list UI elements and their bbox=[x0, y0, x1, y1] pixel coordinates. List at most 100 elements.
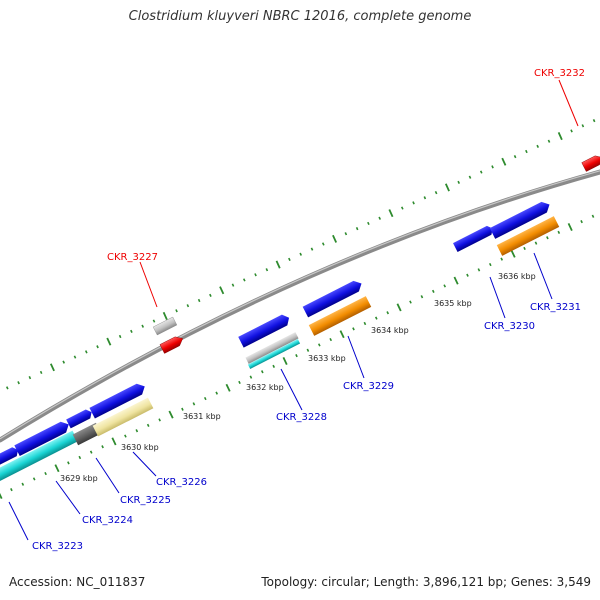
gene-label[interactable]: CKR_3227 bbox=[107, 252, 158, 263]
minor-tick bbox=[468, 175, 472, 179]
gene-label[interactable]: CKR_3230 bbox=[484, 321, 535, 332]
gene-arrow-blue[interactable] bbox=[302, 278, 365, 318]
minor-tick bbox=[192, 402, 196, 406]
minor-tick bbox=[78, 455, 82, 460]
gene-feature-gray[interactable] bbox=[245, 332, 299, 364]
minor-tick bbox=[352, 327, 355, 331]
scale-tick-row bbox=[0, 214, 595, 499]
minor-tick bbox=[209, 293, 212, 297]
minor-tick bbox=[62, 360, 66, 364]
minor-tick bbox=[488, 262, 492, 267]
minor-tick bbox=[523, 246, 526, 251]
minor-tick bbox=[363, 321, 367, 326]
gene-arrow-blue[interactable] bbox=[453, 224, 495, 252]
minor-tick bbox=[479, 170, 483, 174]
gene-arrow-blue[interactable] bbox=[238, 312, 292, 348]
gene-label[interactable]: CKR_3228 bbox=[276, 412, 327, 423]
major-tick bbox=[453, 276, 459, 285]
major-tick bbox=[219, 286, 225, 295]
accession-text: Accession: NC_011837 bbox=[9, 575, 146, 589]
kbp-label: 3634 kbp bbox=[371, 326, 409, 335]
gene-arrow-blue[interactable] bbox=[489, 199, 552, 239]
gene-arrow-blue[interactable] bbox=[66, 408, 94, 429]
gene-feature-gray[interactable] bbox=[152, 316, 178, 336]
major-tick bbox=[162, 311, 168, 320]
minor-tick bbox=[288, 257, 291, 262]
gene-feature-cyan[interactable] bbox=[247, 339, 301, 369]
major-tick bbox=[106, 337, 112, 346]
genome-backbone-highlight bbox=[0, 170, 600, 440]
minor-tick bbox=[175, 309, 178, 313]
minor-tick bbox=[546, 236, 549, 240]
gene-arrow-ckr-3232[interactable] bbox=[581, 153, 600, 172]
minor-tick bbox=[84, 350, 88, 354]
minor-tick bbox=[67, 461, 70, 465]
gene-arrow-ckr-3227[interactable] bbox=[159, 334, 185, 354]
gene-feature-orange[interactable] bbox=[308, 296, 372, 336]
gene-arrow-blue[interactable] bbox=[89, 381, 147, 419]
minor-tick bbox=[17, 381, 20, 385]
minor-tick bbox=[272, 364, 276, 368]
gene-label[interactable]: CKR_3231 bbox=[530, 302, 581, 313]
minor-tick bbox=[124, 434, 127, 438]
gene-label[interactable]: CKR_3225 bbox=[120, 495, 171, 506]
gene-label[interactable]: CKR_3232 bbox=[534, 68, 585, 79]
minor-tick bbox=[197, 298, 201, 303]
minor-tick bbox=[513, 155, 517, 159]
kbp-label: 3629 kbp bbox=[60, 474, 98, 483]
minor-tick bbox=[378, 216, 382, 220]
major-tick bbox=[0, 492, 3, 499]
gene-feature-orange[interactable] bbox=[496, 216, 560, 256]
major-tick bbox=[225, 383, 231, 392]
major-tick bbox=[501, 157, 507, 166]
minor-tick bbox=[135, 429, 139, 433]
minor-tick bbox=[443, 284, 447, 288]
major-tick bbox=[54, 464, 60, 473]
gene-arrow-blue[interactable] bbox=[14, 419, 71, 457]
major-tick bbox=[444, 183, 450, 192]
minor-tick bbox=[317, 343, 321, 347]
minor-tick bbox=[28, 375, 32, 380]
gene-label[interactable]: CKR_3229 bbox=[343, 381, 394, 392]
minor-tick bbox=[409, 300, 412, 304]
gene-arrow-blue[interactable] bbox=[0, 445, 20, 473]
genome-summary-text: Topology: circular; Length: 3,896,121 bp… bbox=[261, 575, 591, 589]
minor-tick bbox=[547, 139, 551, 143]
kbp-label: 3635 kbp bbox=[434, 299, 472, 308]
minor-tick bbox=[186, 304, 190, 308]
minor-tick bbox=[238, 380, 241, 385]
gene-feature-khaki[interactable] bbox=[92, 397, 154, 437]
minor-tick bbox=[141, 324, 145, 328]
major-tick bbox=[396, 303, 402, 312]
genome-backbone bbox=[0, 169, 600, 443]
major-tick bbox=[388, 209, 394, 218]
minor-tick bbox=[536, 144, 540, 148]
minor-tick bbox=[21, 482, 25, 486]
minor-tick bbox=[231, 283, 235, 287]
major-tick bbox=[275, 260, 281, 269]
minor-tick bbox=[130, 329, 133, 333]
minor-tick bbox=[570, 129, 573, 133]
minor-tick bbox=[592, 119, 596, 123]
major-tick bbox=[567, 223, 573, 231]
minor-tick bbox=[254, 273, 257, 277]
minor-tick bbox=[44, 471, 47, 476]
major-tick bbox=[111, 437, 117, 446]
gene-label[interactable]: CKR_3224 bbox=[82, 515, 133, 526]
minor-tick bbox=[434, 190, 438, 195]
gene-label[interactable]: CKR_3226 bbox=[156, 477, 207, 488]
minor-tick bbox=[457, 180, 461, 184]
major-tick bbox=[168, 410, 174, 419]
scale-labels: 3629 kbp 3630 kbp 3631 kbp 3632 kbp 3633… bbox=[60, 272, 536, 483]
gene-feature-cyan[interactable] bbox=[0, 430, 78, 490]
minor-tick bbox=[306, 348, 310, 352]
minor-tick bbox=[249, 375, 253, 379]
minor-tick bbox=[158, 418, 161, 422]
minor-tick bbox=[152, 319, 156, 323]
minor-tick bbox=[5, 386, 9, 390]
minor-tick bbox=[10, 488, 13, 492]
minor-tick bbox=[32, 477, 36, 481]
gene-label[interactable]: CKR_3223 bbox=[32, 541, 83, 552]
minor-tick bbox=[96, 345, 99, 349]
